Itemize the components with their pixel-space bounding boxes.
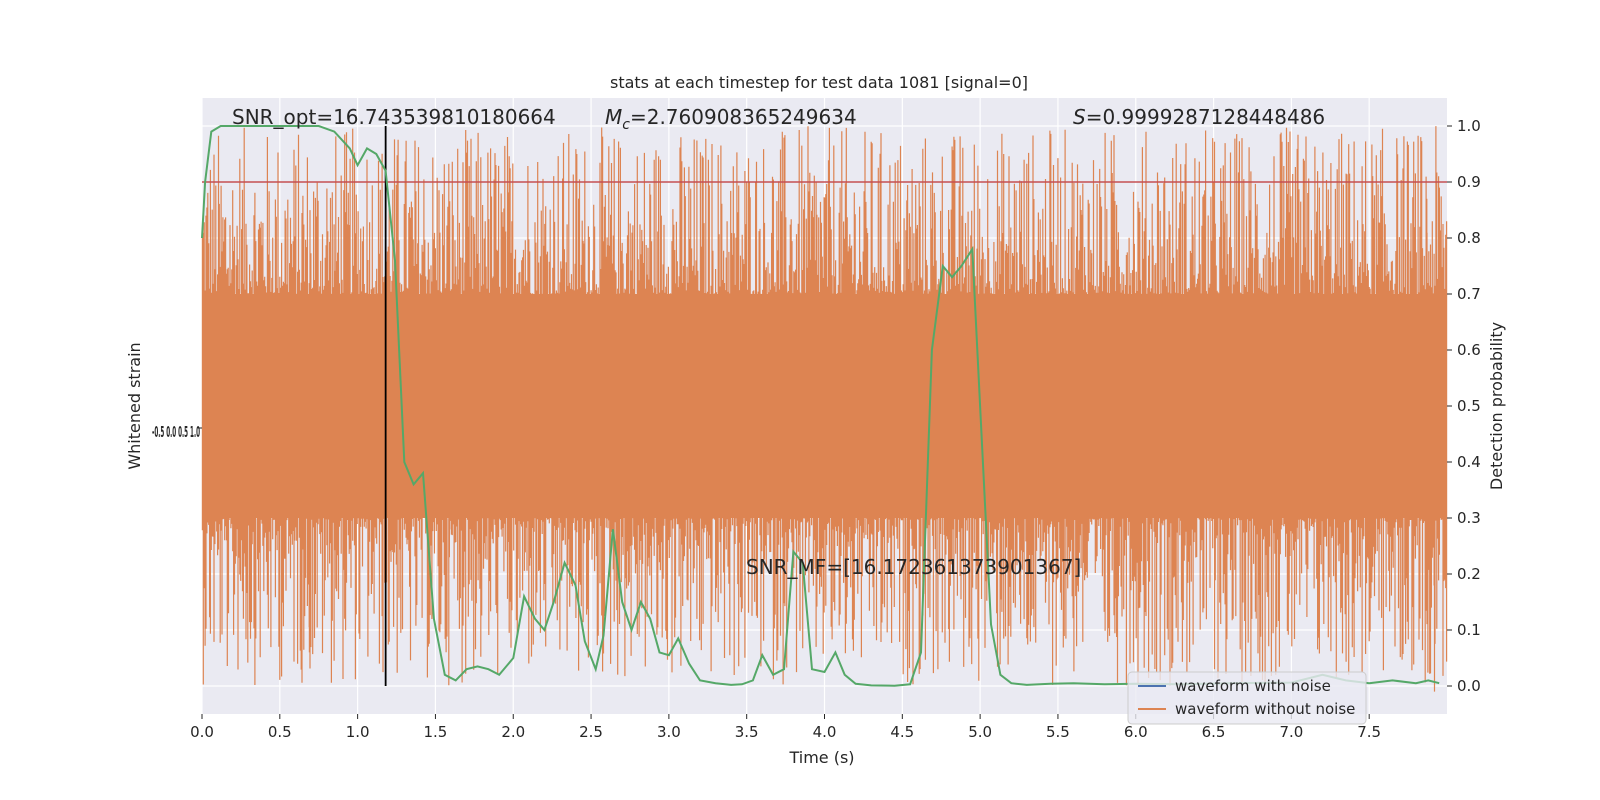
chunk-mass-annotation: Mc=2.760908365249634 [605,105,857,133]
y-right-axis-label: Detection probability [1487,322,1506,490]
x-tick-label: 4.5 [890,723,914,741]
x-tick-label: 4.0 [813,723,837,741]
y-right-tick-label: 0.4 [1457,453,1481,471]
mc-value: =2.760908365249634 [630,105,857,129]
x-tick-label: 1.5 [424,723,448,741]
x-tick-label: 3.0 [657,723,681,741]
y-right-tick-label: 0.9 [1457,173,1481,191]
x-tick-label: 2.0 [501,723,525,741]
y-right-tick-label: 0.6 [1457,341,1481,359]
s-annotation: S=0.9999287128448486 [1073,105,1325,129]
x-tick-label: 5.0 [968,723,992,741]
snr-opt-annotation: SNR_opt=16.743539810180664 [232,105,556,129]
x-tick-label: 2.5 [579,723,603,741]
y-right-tick-label: 0.1 [1457,621,1481,639]
y-left-axis-label: Whitened strain [125,342,144,469]
x-tick-label: 6.0 [1124,723,1148,741]
s-symbol: S [1073,105,1086,129]
chart-title: stats at each timestep for test data 108… [610,73,1028,92]
x-tick-label: 0.5 [268,723,292,741]
x-tick-label: 6.5 [1202,723,1226,741]
x-tick-label: 0.0 [190,723,214,741]
y-right-tick-label: 0.2 [1457,565,1481,583]
x-axis-label: Time (s) [788,748,854,767]
y-right-tick-label: 0.3 [1457,509,1481,527]
snr-mf-annotation: SNR_MF=[16.172361373901367] [746,555,1081,579]
y-right-tick-label: 0.0 [1457,677,1481,695]
mc-subscript: c [622,117,630,133]
y-right-tick-label: 0.8 [1457,229,1481,247]
y-right-tick-label: 0.5 [1457,397,1481,415]
legend-label: waveform without noise [1175,700,1355,718]
x-tick-label: 7.5 [1357,723,1381,741]
x-tick-label: 1.0 [346,723,370,741]
left-axis-overlapped-ticks: -0.5 0.0 0.5 1.0 [152,423,200,441]
s-value: =0.9999287128448486 [1086,105,1325,129]
y-right-tick-label: 1.0 [1457,117,1481,135]
detection-probability-line [201,125,1440,687]
legend: waveform with noise waveform without nois… [1127,671,1367,725]
x-tick-label: 5.5 [1046,723,1070,741]
mc-symbol: M [605,105,622,129]
x-tick-label: 7.0 [1279,723,1303,741]
legend-box [1127,671,1367,725]
y-right-tick-label: 0.7 [1457,285,1481,303]
waveform-without-noise-line [201,126,1448,692]
x-tick-label: 3.5 [735,723,759,741]
legend-label: waveform with noise [1175,677,1331,695]
